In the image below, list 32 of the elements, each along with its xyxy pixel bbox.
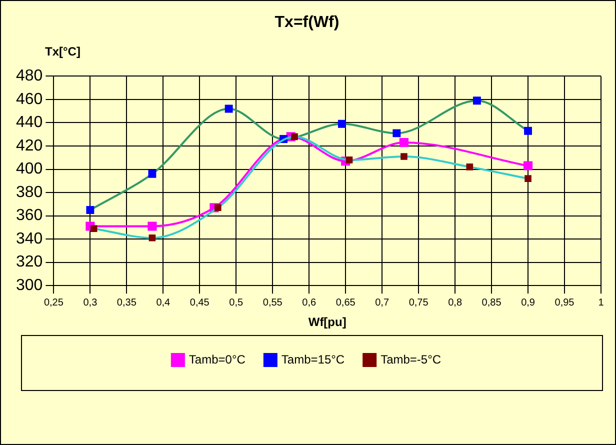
x-tick-label: 0,25: [44, 297, 64, 308]
y-tick-label: 320: [16, 254, 43, 271]
y-tick-label: 460: [16, 90, 43, 108]
x-tick-label: 0,65: [336, 297, 356, 308]
x-tick-label: 0,55: [262, 297, 283, 308]
x-tick-label: 0,35: [116, 297, 137, 308]
x-tick-label: 0,4: [156, 297, 171, 308]
y-tick-label: 380: [16, 184, 43, 201]
x-tick-label: 0,7: [375, 297, 390, 308]
legend-label: Tamb=0°C: [188, 352, 246, 366]
x-axis-title: Wf[pu]: [308, 315, 346, 330]
y-tick-label: 360: [16, 207, 43, 224]
legend-label: Tamb=15°C: [281, 352, 345, 366]
x-tick-label: 1: [598, 297, 604, 308]
y-tick-label: 300: [16, 277, 43, 294]
x-tick-label: 0,9: [521, 297, 536, 308]
x-tick-label: 0,5: [229, 297, 244, 308]
y-tick-label: 440: [16, 114, 43, 132]
y-tick-label: 480: [16, 68, 43, 85]
legend-label: Tamb=-5°C: [380, 352, 442, 366]
x-tick-label: 0,45: [190, 297, 210, 308]
x-tick-label: 0,75: [408, 297, 429, 308]
y-tick-label: 340: [16, 230, 43, 248]
x-tick-label: 0,3: [83, 297, 98, 308]
x-tick-label: 0,6: [302, 297, 316, 308]
y-tick-label: 420: [16, 137, 43, 154]
y-tick-label: 400: [16, 160, 43, 178]
x-tick-label: 0,85: [482, 297, 502, 308]
x-tick-label: 0,95: [554, 297, 575, 308]
x-tick-label: 0,8: [448, 297, 462, 308]
y-axis-title: Tx[°C]: [45, 44, 80, 59]
chart-title: Tx=f(Wf): [274, 14, 340, 32]
